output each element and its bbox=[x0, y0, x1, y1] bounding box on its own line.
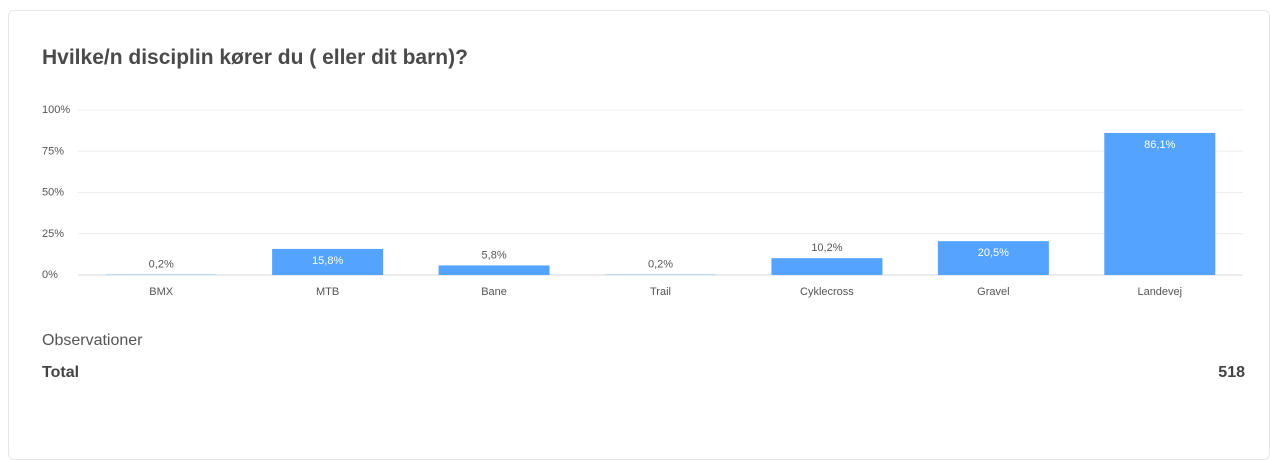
bar bbox=[1104, 133, 1215, 275]
bar-value-label: 5,8% bbox=[482, 249, 507, 261]
bar-value-label: 0,2% bbox=[149, 259, 174, 271]
bar-chart: 0% 25% 50% 75% 100% 0,2% BMX 15,8% MTB 5,8% Bane 0,… bbox=[0, 0, 1270, 310]
y-tick-label: 25% bbox=[42, 228, 64, 240]
observations-heading: Observationer bbox=[42, 332, 143, 350]
bar-value-label: 20,5% bbox=[978, 247, 1009, 259]
x-tick-label: Bane bbox=[481, 286, 507, 298]
bar-value-label: 15,8% bbox=[312, 255, 343, 267]
bar-value-label: 86,1% bbox=[1144, 139, 1175, 151]
y-tick-label: 75% bbox=[42, 145, 64, 157]
y-tick-label: 100% bbox=[42, 104, 70, 116]
bar-value-label: 10,2% bbox=[811, 242, 842, 254]
bar bbox=[771, 258, 882, 275]
bar-value-label: 0,2% bbox=[648, 259, 673, 271]
x-tick-label: Gravel bbox=[977, 286, 1009, 298]
x-tick-label: Cyklecross bbox=[800, 286, 854, 298]
x-tick-label: MTB bbox=[316, 286, 339, 298]
x-tick-label: BMX bbox=[149, 286, 174, 298]
total-value: 518 bbox=[1218, 364, 1245, 382]
y-tick-label: 0% bbox=[42, 269, 58, 281]
x-tick-label: Trail bbox=[650, 286, 671, 298]
total-label: Total bbox=[42, 364, 79, 382]
bar bbox=[439, 265, 550, 275]
y-tick-label: 50% bbox=[42, 187, 64, 199]
x-tick-label: Landevej bbox=[1137, 286, 1182, 298]
